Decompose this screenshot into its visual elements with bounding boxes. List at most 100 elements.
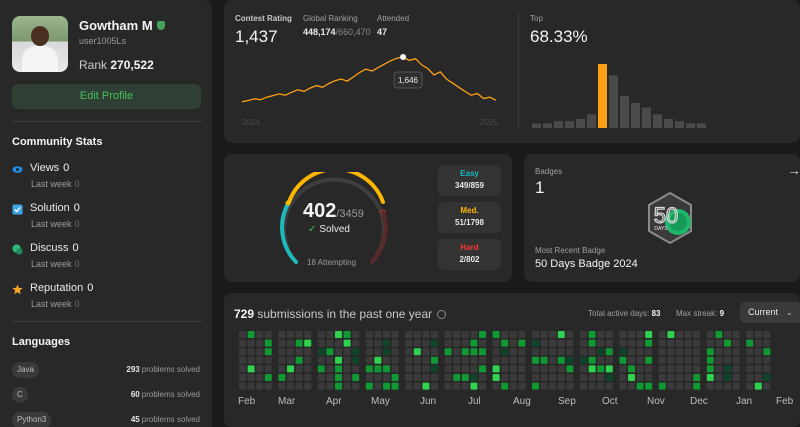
heatmap-cell[interactable]	[264, 365, 272, 373]
heatmap-cell[interactable]	[605, 331, 613, 338]
medium-stat[interactable]: Med. 51/1798	[438, 202, 501, 233]
heatmap-cell[interactable]	[549, 374, 557, 381]
heatmap-cell[interactable]	[405, 382, 413, 390]
heatmap-cell[interactable]	[365, 374, 373, 381]
heatmap-cell[interactable]	[580, 348, 587, 356]
heatmap-cell[interactable]	[295, 339, 303, 347]
heatmap-cell[interactable]	[239, 339, 246, 347]
heatmap-cell[interactable]	[453, 382, 461, 390]
heatmap-cell[interactable]	[470, 339, 478, 347]
heatmap-cell[interactable]	[597, 365, 605, 373]
heatmap-cell[interactable]	[597, 382, 605, 390]
rating-highlight-point[interactable]	[400, 54, 407, 61]
heatmap-cell[interactable]	[335, 365, 342, 373]
heatmap-cell[interactable]	[317, 348, 325, 356]
heatmap-cell[interactable]	[645, 348, 653, 356]
heatmap-cell[interactable]	[453, 339, 461, 347]
heatmap-cell[interactable]	[239, 348, 246, 356]
heatmap-cell[interactable]	[684, 339, 692, 347]
heatmap-cell[interactable]	[628, 382, 635, 390]
heatmap-cell[interactable]	[317, 331, 325, 338]
heatmap-cell[interactable]	[667, 382, 675, 390]
heatmap-cell[interactable]	[352, 348, 360, 356]
heatmap-cell[interactable]	[391, 339, 399, 347]
heatmap-cell[interactable]	[693, 365, 701, 373]
heatmap-cell[interactable]	[391, 348, 399, 356]
heatmap-cell[interactable]	[763, 382, 771, 390]
heatmap-cell[interactable]	[619, 339, 627, 347]
heatmap-cell[interactable]	[287, 356, 294, 364]
arrow-right-icon[interactable]: →	[787, 162, 800, 178]
heatmap-cell[interactable]	[746, 382, 754, 390]
heatmap-cell[interactable]	[693, 374, 701, 381]
heatmap-cell[interactable]	[706, 365, 714, 373]
heatmap-cell[interactable]	[492, 348, 500, 356]
heatmap-cell[interactable]	[746, 339, 754, 347]
heatmap-cell[interactable]	[405, 348, 413, 356]
heatmap-cell[interactable]	[732, 339, 740, 347]
heatmap-cell[interactable]	[588, 331, 596, 338]
heatmap-cell[interactable]	[479, 365, 486, 373]
heatmap-cell[interactable]	[304, 382, 312, 390]
heatmap-cell[interactable]	[754, 382, 762, 390]
heatmap-cell[interactable]	[540, 365, 548, 373]
heatmap-cell[interactable]	[532, 374, 539, 381]
heatmap-cell[interactable]	[326, 331, 334, 338]
heatmap-cell[interactable]	[636, 374, 644, 381]
heatmap-cell[interactable]	[326, 382, 334, 390]
heatmap-cell[interactable]	[295, 374, 303, 381]
heatmap-cell[interactable]	[566, 331, 574, 338]
heatmap-cell[interactable]	[676, 339, 683, 347]
heatmap-cell[interactable]	[754, 374, 762, 381]
heatmap-cell[interactable]	[645, 365, 653, 373]
heatmap-cell[interactable]	[636, 339, 644, 347]
heatmap-cell[interactable]	[413, 365, 421, 373]
heatmap-cell[interactable]	[479, 374, 486, 381]
heatmap-cell[interactable]	[566, 382, 574, 390]
heatmap-cell[interactable]	[335, 382, 342, 390]
heatmap-cell[interactable]	[706, 374, 714, 381]
heatmap-cell[interactable]	[518, 382, 526, 390]
heatmap-cell[interactable]	[405, 374, 413, 381]
heatmap-cell[interactable]	[754, 339, 762, 347]
heatmap-cell[interactable]	[278, 339, 286, 347]
heatmap-cell[interactable]	[287, 382, 294, 390]
heatmap-cell[interactable]	[343, 339, 351, 347]
info-icon[interactable]	[437, 310, 447, 319]
heatmap-cell[interactable]	[444, 382, 452, 390]
heatmap-cell[interactable]	[264, 339, 272, 347]
heatmap-cell[interactable]	[492, 365, 500, 373]
heatmap-cell[interactable]	[391, 365, 399, 373]
heatmap-cell[interactable]	[326, 356, 334, 364]
heatmap-cell[interactable]	[557, 331, 565, 338]
heatmap-cell[interactable]	[352, 331, 360, 338]
heatmap-cell[interactable]	[422, 348, 430, 356]
heatmap-cell[interactable]	[532, 365, 539, 373]
heatmap-cell[interactable]	[588, 348, 596, 356]
heatmap-cell[interactable]	[492, 374, 500, 381]
heatmap-cell[interactable]	[715, 382, 723, 390]
heatmap-cell[interactable]	[304, 365, 312, 373]
heatmap-cell[interactable]	[453, 348, 461, 356]
heatmap-cell[interactable]	[580, 331, 587, 338]
heatmap-cell[interactable]	[518, 331, 526, 338]
heatmap-cell[interactable]	[605, 374, 613, 381]
heatmap-cell[interactable]	[352, 382, 360, 390]
heatmap-cell[interactable]	[566, 348, 574, 356]
heatmap-cell[interactable]	[256, 339, 264, 347]
heatmap-cell[interactable]	[566, 365, 574, 373]
heatmap-cell[interactable]	[509, 339, 517, 347]
heatmap-cell[interactable]	[658, 339, 666, 347]
heatmap-cell[interactable]	[501, 348, 509, 356]
heatmap-cell[interactable]	[715, 339, 723, 347]
heatmap-cell[interactable]	[724, 339, 731, 347]
heatmap-cell[interactable]	[732, 348, 740, 356]
heatmap-cell[interactable]	[724, 331, 731, 338]
heatmap-cell[interactable]	[754, 365, 762, 373]
heatmap-cell[interactable]	[509, 348, 517, 356]
heatmap-cell[interactable]	[431, 365, 438, 373]
heatmap-cell[interactable]	[746, 356, 754, 364]
heatmap-cell[interactable]	[431, 331, 438, 338]
heatmap-cell[interactable]	[287, 331, 294, 338]
heatmap-cell[interactable]	[326, 339, 334, 347]
